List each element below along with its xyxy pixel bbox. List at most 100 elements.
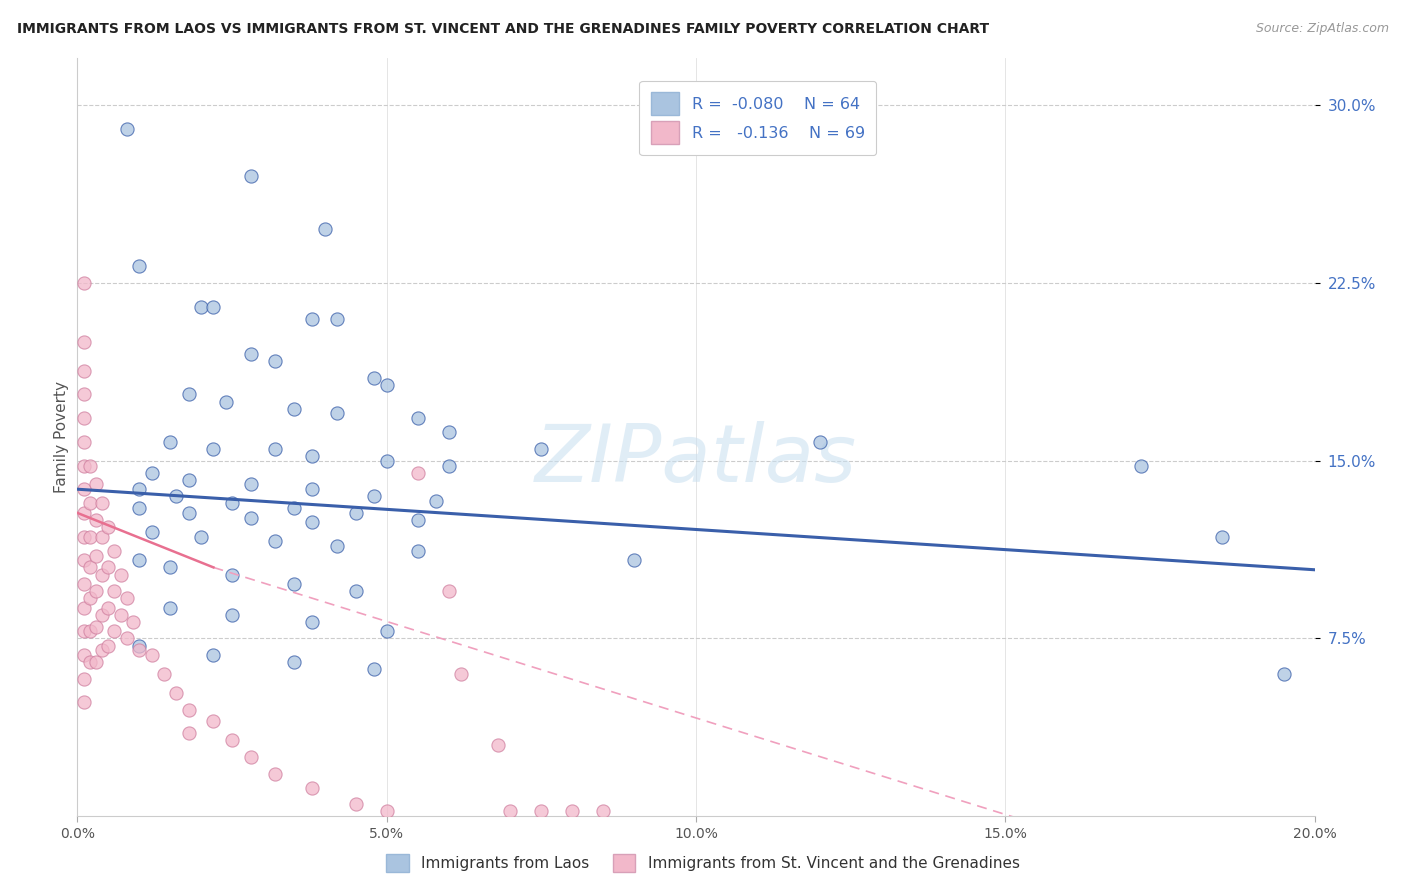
Point xyxy=(239,750,262,764)
Point xyxy=(406,466,429,480)
Point xyxy=(239,169,262,184)
Point xyxy=(623,553,645,567)
Point xyxy=(375,378,398,392)
Point xyxy=(79,496,101,510)
Point xyxy=(326,539,349,553)
Point xyxy=(177,506,200,520)
Legend: R =  -0.080    N = 64, R =   -0.136    N = 69: R = -0.080 N = 64, R = -0.136 N = 69 xyxy=(640,81,876,155)
Point xyxy=(72,530,94,544)
Point xyxy=(72,506,94,520)
Point xyxy=(97,560,120,574)
Point xyxy=(177,473,200,487)
Point xyxy=(326,311,349,326)
Point xyxy=(375,805,398,819)
Point xyxy=(190,300,212,314)
Point xyxy=(115,591,138,606)
Point xyxy=(97,600,120,615)
Point xyxy=(79,530,101,544)
Point xyxy=(141,524,163,539)
Point xyxy=(239,477,262,491)
Point xyxy=(344,506,367,520)
Point xyxy=(215,394,238,409)
Point xyxy=(79,560,101,574)
Point xyxy=(314,221,336,235)
Point xyxy=(437,458,460,473)
Point xyxy=(363,489,385,503)
Point xyxy=(499,805,522,819)
Point xyxy=(190,530,212,544)
Point xyxy=(301,615,323,629)
Point xyxy=(128,260,150,274)
Point xyxy=(425,494,447,508)
Point xyxy=(122,615,145,629)
Point xyxy=(221,496,243,510)
Point xyxy=(177,726,200,740)
Point xyxy=(1272,667,1295,681)
Point xyxy=(177,702,200,716)
Point xyxy=(375,454,398,468)
Point xyxy=(115,122,138,136)
Point xyxy=(301,311,323,326)
Point xyxy=(72,577,94,591)
Point xyxy=(91,530,114,544)
Point xyxy=(202,714,225,729)
Point xyxy=(202,648,225,662)
Point xyxy=(1130,458,1153,473)
Point xyxy=(283,577,305,591)
Point xyxy=(530,442,553,456)
Point xyxy=(592,805,614,819)
Text: ZIPatlas: ZIPatlas xyxy=(534,421,858,499)
Point xyxy=(72,458,94,473)
Point xyxy=(264,766,287,780)
Point xyxy=(239,510,262,524)
Point xyxy=(486,738,509,752)
Point xyxy=(326,406,349,420)
Point xyxy=(406,513,429,527)
Point xyxy=(202,442,225,456)
Point xyxy=(72,600,94,615)
Point xyxy=(153,667,176,681)
Point xyxy=(530,805,553,819)
Point xyxy=(165,489,187,503)
Point xyxy=(84,619,107,633)
Point xyxy=(406,411,429,425)
Point xyxy=(128,643,150,657)
Point xyxy=(363,662,385,676)
Point xyxy=(72,553,94,567)
Point xyxy=(97,639,120,653)
Point xyxy=(72,434,94,449)
Point xyxy=(72,648,94,662)
Point xyxy=(91,607,114,622)
Point xyxy=(79,458,101,473)
Point xyxy=(91,567,114,582)
Point xyxy=(283,501,305,516)
Point xyxy=(128,501,150,516)
Point xyxy=(264,442,287,456)
Point xyxy=(72,411,94,425)
Point xyxy=(363,371,385,385)
Point xyxy=(79,624,101,639)
Point xyxy=(283,401,305,416)
Point xyxy=(301,516,323,530)
Point xyxy=(128,482,150,496)
Point xyxy=(202,300,225,314)
Point xyxy=(375,624,398,639)
Point xyxy=(561,805,583,819)
Point xyxy=(91,496,114,510)
Point xyxy=(84,655,107,669)
Point xyxy=(97,520,120,534)
Text: IMMIGRANTS FROM LAOS VS IMMIGRANTS FROM ST. VINCENT AND THE GRENADINES FAMILY PO: IMMIGRANTS FROM LAOS VS IMMIGRANTS FROM … xyxy=(17,22,988,37)
Point xyxy=(72,335,94,350)
Point xyxy=(128,639,150,653)
Point xyxy=(103,584,125,599)
Point xyxy=(72,276,94,290)
Point xyxy=(103,624,125,639)
Point xyxy=(344,584,367,599)
Point xyxy=(103,543,125,558)
Point xyxy=(808,434,831,449)
Point xyxy=(177,387,200,401)
Point xyxy=(84,477,107,491)
Point xyxy=(437,425,460,440)
Point xyxy=(110,567,132,582)
Point xyxy=(72,696,94,710)
